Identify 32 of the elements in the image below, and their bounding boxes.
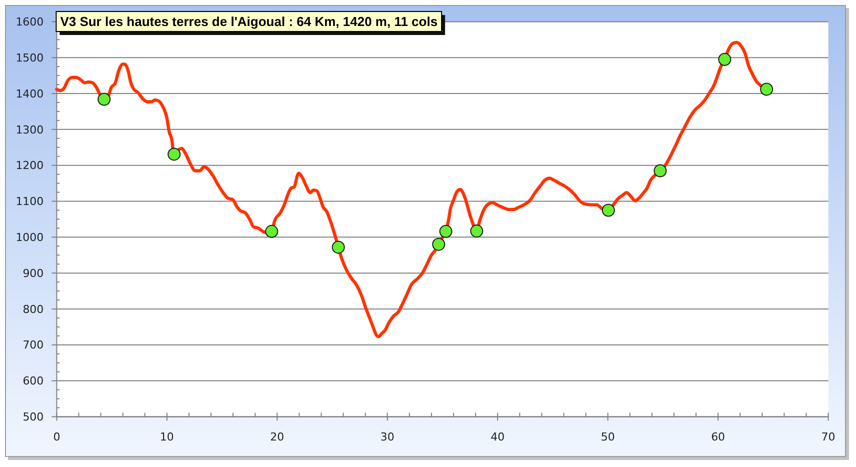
- chart-title: V3 Sur les hautes terres de l'Aigoual : 64 Km, 1420 m, 11 cols: [60, 14, 438, 30]
- y-tick-label: 800: [22, 302, 44, 316]
- point: [432, 238, 446, 251]
- x-tick-label: 30: [380, 430, 394, 444]
- x-tick-label: 40: [490, 430, 505, 444]
- point: [265, 224, 278, 238]
- y-tick-label: 600: [22, 374, 44, 388]
- point: [332, 240, 345, 254]
- point: [654, 164, 667, 178]
- y-tick-label: 1500: [16, 51, 44, 64]
- point: [718, 52, 732, 66]
- point: [470, 224, 484, 238]
- y-tick-label: 1000: [16, 231, 44, 244]
- y-tick-label: 1100: [16, 195, 44, 208]
- y-tick-label: 1200: [16, 159, 44, 172]
- x-tick-label: 20: [270, 430, 284, 444]
- x-tick-label: 0: [53, 430, 60, 444]
- y-tick-label: 1300: [16, 123, 44, 136]
- y-tick-label: 500: [22, 410, 44, 424]
- y-tick-label: 1400: [16, 87, 44, 100]
- x-tick-label: 70: [821, 430, 836, 444]
- point: [439, 224, 452, 238]
- point: [602, 204, 615, 217]
- point: [760, 82, 774, 96]
- y-tick-label: 700: [22, 338, 44, 352]
- point: [98, 92, 111, 106]
- x-tick-label: 60: [711, 430, 726, 444]
- x-tick-label: 10: [160, 430, 174, 444]
- y-tick-label: 900: [22, 266, 44, 280]
- point: [168, 148, 181, 161]
- x-tick-label: 50: [600, 430, 615, 444]
- y-tick-label: 1600: [16, 16, 44, 29]
